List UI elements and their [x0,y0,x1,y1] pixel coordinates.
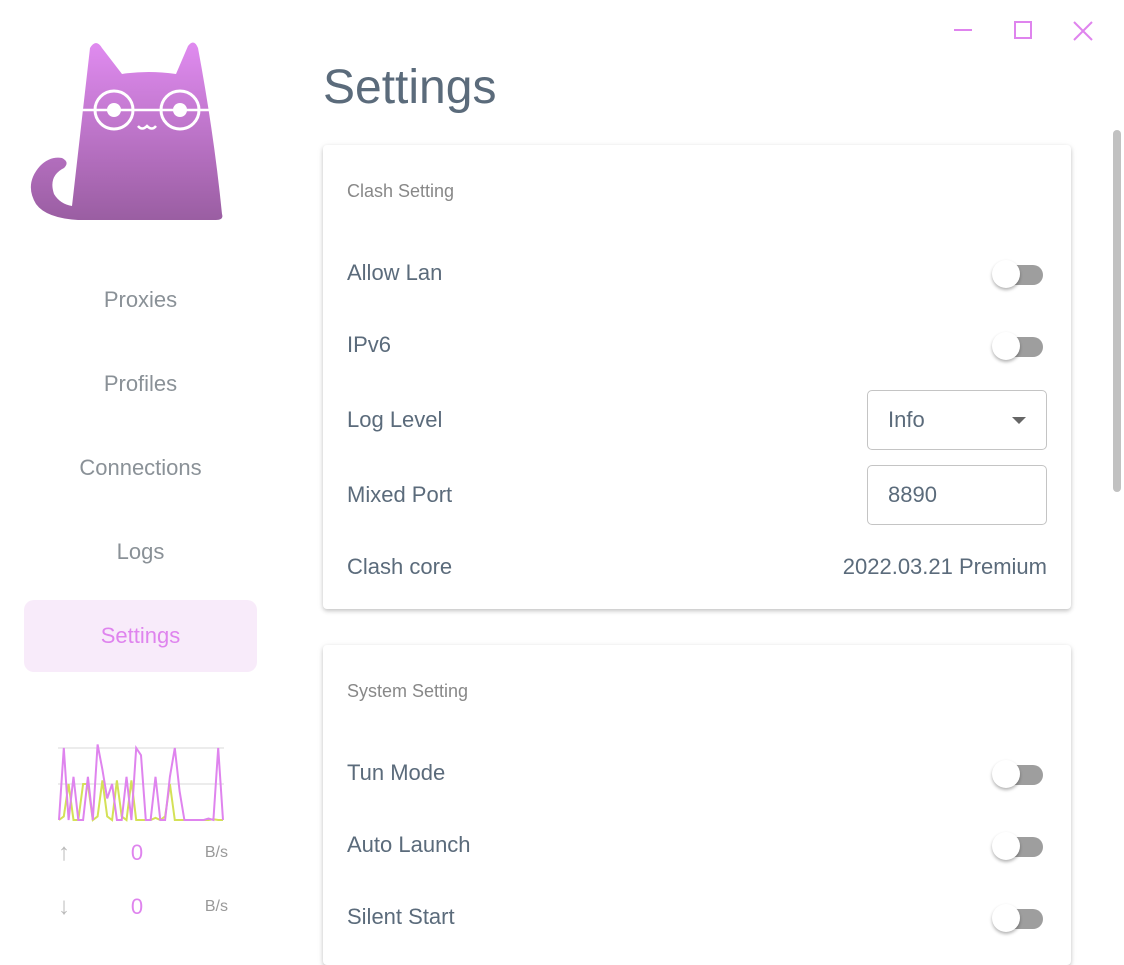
clash-setting-card: Clash Setting Allow Lan IPv6 Log Level I… [323,145,1071,609]
ipv6-toggle[interactable] [989,326,1047,364]
arrow-down-icon: ↓ [58,893,70,920]
tun-mode-label: Tun Mode [347,760,446,785]
log-level-select[interactable]: Info [867,390,1047,450]
card-title: System Setting [347,680,469,701]
allow-lan-row: Allow Lan [347,237,1047,309]
download-unit: B/s [204,898,228,915]
clash-core-row: Clash core 2022.03.21 Premium [347,531,1047,609]
sidebar: Proxies Profiles Connections Logs Settin… [0,0,282,937]
mixed-port-input[interactable]: 8890 [867,465,1047,525]
auto-launch-row: Auto Launch [347,809,1047,881]
tun-mode-row: Tun Mode [347,737,1047,809]
nav-menu: Proxies Profiles Connections Logs Settin… [24,264,257,684]
scrollbar[interactable] [1113,130,1121,492]
maximize-icon[interactable] [1008,16,1038,46]
mixed-port-row: Mixed Port 8890 [347,459,1047,531]
nav-item-proxies[interactable]: Proxies [103,287,178,312]
nav-item-settings[interactable]: Settings [24,600,257,672]
download-speed: ↓ 0 B/s [58,892,228,922]
silent-start-toggle[interactable] [989,898,1047,936]
log-level-value: Info [888,407,925,432]
tun-mode-toggle[interactable] [989,754,1047,792]
upload-series-line [58,744,224,822]
nav-item-profiles[interactable]: Profiles [103,371,178,396]
silent-start-label: Silent Start [347,904,455,929]
auto-launch-toggle[interactable] [989,826,1047,864]
ipv6-label: IPv6 [347,332,392,357]
nav-item-connections[interactable]: Connections [79,455,202,480]
log-level-label: Log Level [347,407,443,432]
cat-logo [30,42,223,220]
mixed-port-label: Mixed Port [347,482,453,507]
minimize-icon[interactable] [948,16,978,46]
auto-launch-label: Auto Launch [347,832,471,857]
arrow-up-icon: ↑ [58,839,70,866]
download-value: 0 [130,894,144,919]
caret-down-icon [1012,416,1026,424]
card-title: Clash Setting [347,180,455,201]
allow-lan-toggle[interactable] [989,254,1047,292]
upload-unit: B/s [204,844,228,861]
allow-lan-label: Allow Lan [347,260,443,285]
clash-core-label: Clash core [347,554,453,579]
page-title: Settings [323,61,497,114]
upload-speed: ↑ 0 B/s [58,838,228,868]
system-setting-card: System Setting Tun Mode Auto Launch Sile… [323,645,1071,965]
silent-start-row: Silent Start [347,881,1047,953]
traffic-graph [58,744,224,822]
upload-value: 0 [130,840,144,865]
close-icon[interactable] [1068,16,1098,46]
ipv6-row: IPv6 [347,309,1047,381]
log-level-row: Log Level Info [347,381,1047,459]
clash-core-value: 2022.03.21 Premium [842,554,1047,579]
nav-item-logs[interactable]: Logs [116,539,165,564]
